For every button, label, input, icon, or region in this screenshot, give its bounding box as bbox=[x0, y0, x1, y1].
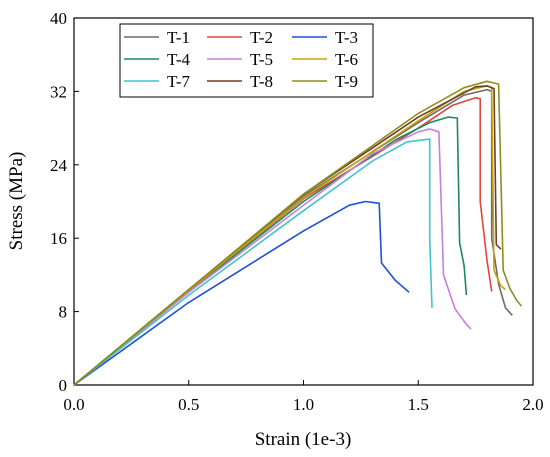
y-tick-label: 0 bbox=[59, 376, 68, 395]
series-lines bbox=[73, 80, 523, 386]
series-line-t-6 bbox=[73, 85, 507, 386]
series-line-t-7 bbox=[73, 138, 433, 386]
series-line-t-5 bbox=[73, 128, 472, 386]
legend-label: T-2 bbox=[250, 28, 273, 47]
legend-label: T-4 bbox=[167, 50, 190, 69]
legend-label: T-3 bbox=[335, 28, 358, 47]
x-tick-label: 0.0 bbox=[63, 395, 84, 414]
x-axis-title: Strain (1e-3) bbox=[255, 429, 352, 450]
series-line-t-3 bbox=[73, 200, 410, 386]
legend-box bbox=[119, 23, 374, 98]
y-tick-label: 32 bbox=[50, 82, 67, 101]
legend-label: T-1 bbox=[167, 28, 190, 47]
legend-label: T-5 bbox=[250, 50, 273, 69]
y-axis-title: Stress (MPa) bbox=[6, 152, 27, 251]
legend-label: T-7 bbox=[167, 72, 190, 91]
ticks: 0.0 0.5 1.0 1.5 2.0 0 8 16 24 32 40 bbox=[50, 9, 544, 414]
y-tick-label: 8 bbox=[59, 303, 68, 322]
x-tick-label: 0.5 bbox=[178, 395, 199, 414]
legend-label: T-6 bbox=[335, 50, 358, 69]
x-tick-label: 2.0 bbox=[522, 395, 543, 414]
legend-label: T-8 bbox=[250, 72, 273, 91]
legend-label: T-9 bbox=[335, 72, 358, 91]
x-tick-label: 1.0 bbox=[293, 395, 314, 414]
legend: T-1 T-2 T-3 T-4 T-5 T-6 T-7 T-8 T-9 bbox=[119, 23, 374, 98]
x-tick-label: 1.5 bbox=[408, 395, 429, 414]
series-line-t-4 bbox=[73, 116, 468, 386]
series-line-t-9 bbox=[73, 80, 523, 386]
series-line-t-1 bbox=[73, 88, 513, 386]
y-tick-label: 24 bbox=[50, 156, 68, 175]
y-tick-label: 16 bbox=[50, 229, 67, 248]
y-tick-label: 40 bbox=[50, 9, 67, 28]
